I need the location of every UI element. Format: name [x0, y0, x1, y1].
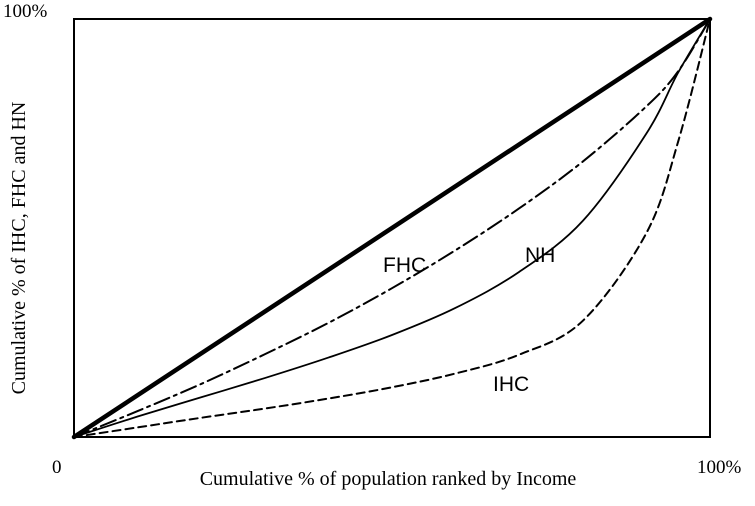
y-tick-label-max: 100%	[3, 1, 48, 22]
series-line-nh	[73, 18, 711, 438]
y-axis-label: Cumulative % of IHC, FHC and HN	[8, 102, 30, 395]
series-line-equality	[71, 16, 713, 440]
annotation-nh: NH	[525, 244, 555, 267]
x-axis-label: Cumulative % of population ranked by Inc…	[200, 468, 577, 490]
series-layer	[71, 16, 713, 440]
series-line-fhc	[73, 18, 711, 438]
annotation-fhc: FHC	[383, 254, 426, 277]
x-tick-label-max: 100%	[697, 457, 742, 478]
x-tick-label-origin: 0	[52, 457, 62, 478]
annotation-ihc: IHC	[493, 373, 529, 396]
plot-frame	[73, 18, 711, 438]
series-line-ihc	[73, 18, 711, 438]
